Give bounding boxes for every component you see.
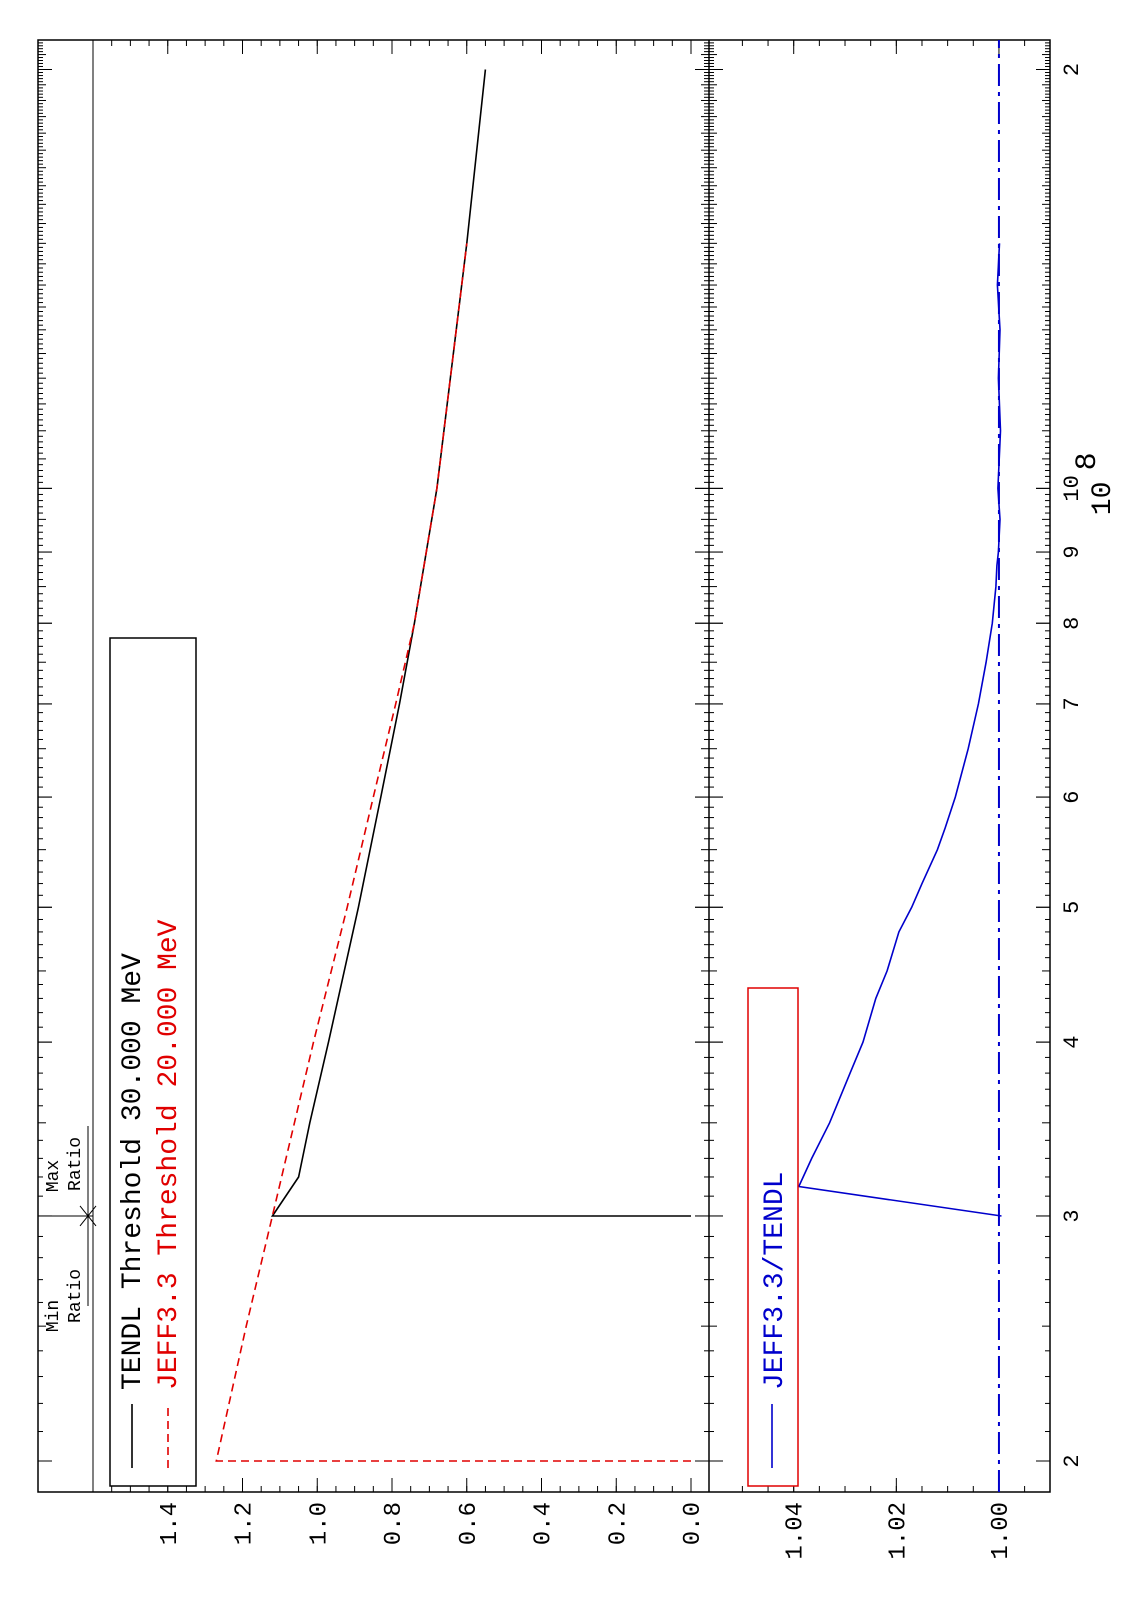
- x-tick-label: 9: [1060, 545, 1085, 558]
- ratio-legend-box: [747, 987, 799, 1487]
- max-ratio-label: Ratio: [66, 1137, 86, 1191]
- main-panel-series: [215, 69, 691, 1462]
- x-exponent-power: 8: [1071, 452, 1105, 470]
- y-tick-label: 1.4: [157, 1502, 184, 1545]
- ratio-y-tick-label: 1.04: [783, 1502, 810, 1560]
- y-tick-label: 0.4: [531, 1502, 558, 1545]
- min-ratio-label: Min: [44, 1300, 64, 1332]
- x-tick-label: 6: [1060, 790, 1085, 803]
- rotated-plot-area: 2 3 4 5 6 7 8 9 10 2 10 8 0.0 0.2 0.4 0.6 0.8 1.0 1.2 1.4 1.…: [37, 39, 1119, 1560]
- ratio-panel-legend: JEFF3.3/TENDL: [747, 987, 799, 1487]
- axis-ticks: 2 3 4 5 6 7 8 9 10 2 10 8 0.0 0.2 0.4 0.6 0.8 1.0 1.2 1.4 1.…: [38, 39, 1119, 1560]
- legend-entry-jeff3-3: JEFF3.3 Threshold 20.000 MeV: [154, 919, 185, 1390]
- x-tick-label: 7: [1060, 697, 1085, 710]
- ratio-y-tick-label: 1.02: [885, 1502, 912, 1560]
- series-line-jeff-tendl-ratio: [797, 243, 1002, 1217]
- x-tick-label: 2: [1060, 63, 1085, 76]
- series-line-jeff3-3: [215, 243, 691, 1462]
- max-ratio-arrow: [79, 1205, 97, 1217]
- ratio-y-tick-label: 1.00: [988, 1502, 1015, 1560]
- series-line-tendl: [270, 69, 691, 1217]
- x-tick-label: 2: [1060, 1454, 1085, 1467]
- legend-box: [109, 637, 197, 1487]
- y-tick-label: 1.0: [306, 1502, 333, 1545]
- x-tick-label: 8: [1060, 617, 1085, 630]
- plot-frame: [37, 39, 1051, 1493]
- x-tick-label: 10: [1060, 475, 1085, 501]
- legend-entry-tendl: TENDL Threshold 30.000 MeV: [118, 953, 149, 1390]
- x-tick-label: 5: [1060, 901, 1085, 914]
- ratio-legend-entry: JEFF3.3/TENDL: [760, 1172, 791, 1390]
- max-ratio-label: Max: [44, 1160, 64, 1192]
- x-tick-label: 4: [1060, 1036, 1085, 1049]
- ratio-panel-series: [797, 40, 1002, 1492]
- main-panel-legend: TENDL Threshold 30.000 MeV JEFF3.3 Thresh…: [109, 637, 197, 1487]
- min-ratio-label: Ratio: [66, 1269, 86, 1323]
- y-tick-label: 0.0: [680, 1502, 707, 1545]
- y-tick-label: 0.6: [456, 1502, 483, 1545]
- x-exponent-base: 10: [1088, 482, 1119, 516]
- y-tick-label: 0.2: [605, 1502, 632, 1545]
- x-tick-label: 3: [1060, 1209, 1085, 1222]
- y-tick-label: 0.8: [381, 1502, 408, 1545]
- y-tick-label: 1.2: [232, 1502, 259, 1545]
- axes-frame: [37, 39, 1051, 1493]
